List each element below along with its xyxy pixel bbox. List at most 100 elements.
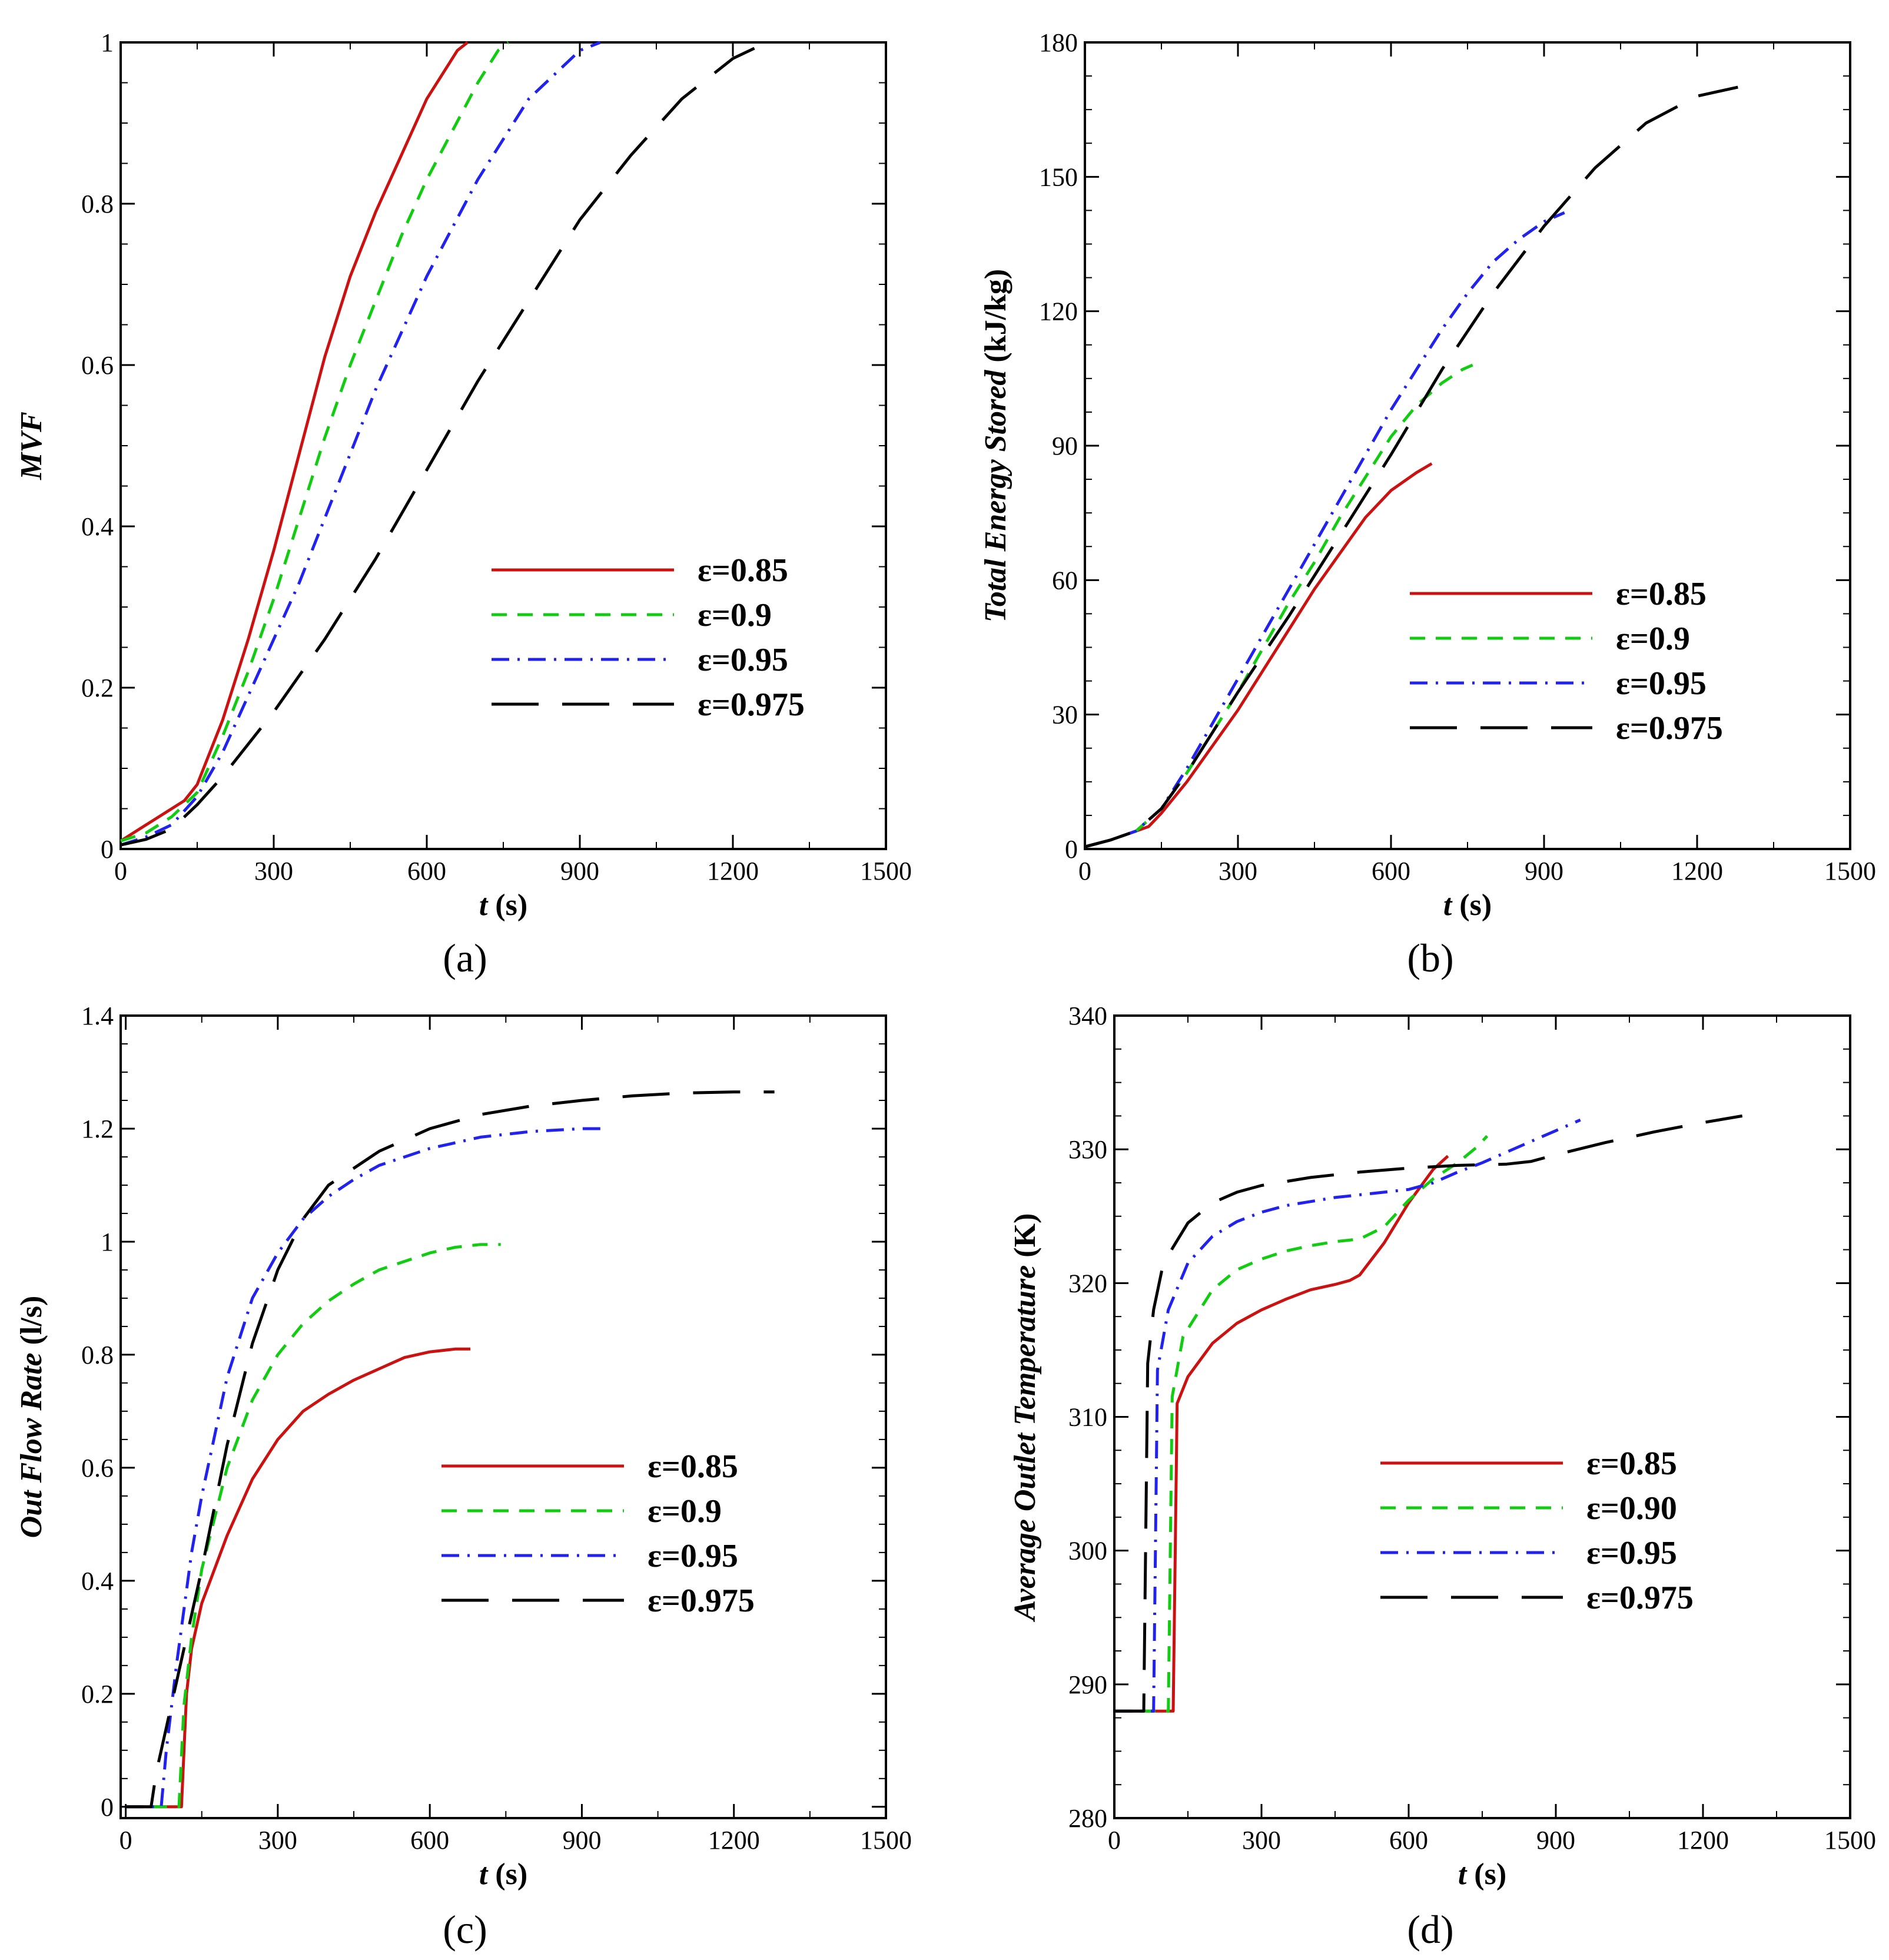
x-axis-title: t (s) [1458,1858,1506,1891]
x-axis-title: t (s) [479,1858,527,1891]
panel-caption: (d) [1407,1907,1453,1952]
series-line-3 [1114,1114,1743,1713]
y-tick-label: 1 [101,1228,114,1256]
legend-label-1: ε=0.90 [1586,1490,1677,1527]
series-line-0 [1084,462,1433,848]
plot-frame [119,41,887,850]
series-line-3 [120,41,774,847]
x-tick-label: 1500 [1824,1826,1876,1855]
x-tick-label: 1200 [708,1826,760,1855]
legend-label-3: ε=0.975 [698,687,805,723]
y-tick-label: 0.8 [81,190,114,218]
series-line-0 [119,41,469,843]
x-axis-title: t (s) [479,888,527,922]
x-tick-label: 0 [114,857,127,886]
y-tick-label: 280 [1068,1804,1107,1833]
x-tick-label: 1200 [1671,857,1723,886]
legend-label-3: ε=0.975 [648,1583,755,1619]
y-tick-label: 150 [1039,162,1078,191]
x-axis-unit: (s) [487,888,527,922]
panel-d: 0 300 600 900 1200 1500 280 290 300 310 320 330 340 t… [1008,1001,1876,1952]
y-axis-label: MVF [15,412,48,480]
series-line-2 [120,41,601,847]
y-tick-label: 90 [1052,432,1078,460]
y-tick-label: 0.6 [81,351,114,380]
legend-label-1: ε=0.9 [648,1493,722,1530]
series-line-1 [125,1243,501,1809]
y-tick-label: 0.6 [81,1454,114,1483]
x-axis-var: t [479,888,489,922]
series-line-0 [1114,1155,1449,1713]
panel-caption: (a) [443,936,487,980]
x-tick-label: 1500 [1824,857,1876,886]
x-axis-var: t [1458,1858,1468,1891]
y-tick-label: 0.2 [81,1680,114,1709]
y-tick-label: 0 [101,1793,114,1822]
legend-label-3: ε=0.975 [1586,1580,1694,1616]
y-axis-label: Out Flow Rate [15,1352,48,1538]
x-axis-unit: (s) [487,1858,527,1891]
y-tick-label: 60 [1052,566,1078,595]
x-tick-label: 300 [1219,857,1257,886]
x-tick-label: 900 [562,1826,601,1855]
panel-caption: (c) [443,1907,487,1952]
y-tick-label: 0 [1065,835,1078,864]
y-tick-label: 0.4 [81,512,114,541]
legend-label-0: ε=0.85 [698,552,788,589]
panel-caption: (b) [1407,936,1453,980]
y-tick-label: 310 [1068,1403,1107,1432]
y-tick-label: 340 [1068,1001,1107,1030]
panel-b: 0 300 600 900 1200 1500 0 30 60 90 120 150 180 t (s) T… [979,28,1876,980]
y-tick-label: 0.4 [81,1567,114,1596]
y-axis-title: MVF [15,412,48,480]
x-tick-label: 600 [410,1826,449,1855]
x-tick-label: 300 [254,857,293,886]
x-tick-label: 900 [560,857,599,886]
plot-frame [1113,1014,1851,1819]
plot-frame [1084,41,1851,850]
y-tick-label: 0.8 [81,1341,114,1369]
x-tick-label: 900 [1536,1826,1575,1855]
y-axis-unit: (kJ/kg) [979,269,1012,370]
legend-label-2: ε=0.95 [1586,1535,1677,1571]
legend-label-3: ε=0.975 [1616,710,1723,747]
y-axis-title: Out Flow Rate (l/s) [15,1296,48,1538]
series-line-2 [125,1127,607,1809]
legend-label-0: ε=0.85 [1586,1445,1677,1482]
x-tick-label: 300 [258,1826,297,1855]
y-tick-label: 1.4 [81,1001,114,1030]
legend-label-0: ε=0.85 [1616,576,1707,612]
y-tick-label: 180 [1039,28,1078,57]
x-tick-label: 600 [1372,857,1410,886]
y-tick-label: 1 [101,28,114,57]
y-axis-label: Total Energy Stored [979,370,1012,623]
series-line-1 [1084,363,1473,848]
x-tick-label: 1200 [707,857,759,886]
legend-label-2: ε=0.95 [648,1538,738,1574]
x-axis-title: t (s) [1443,888,1492,922]
x-tick-label: 1200 [1677,1826,1729,1855]
legend-label-1: ε=0.9 [1616,621,1690,657]
y-axis-unit: (l/s) [15,1296,48,1353]
x-tick-label: 900 [1525,857,1563,886]
y-tick-label: 320 [1068,1269,1107,1298]
y-tick-label: 290 [1068,1670,1107,1699]
x-axis-var: t [479,1858,489,1891]
panel-a: 0 300 600 900 1200 1500 0 0.2 0.4 0.6 0.8 1 t (s) MVF… [15,28,912,980]
plot-frame [119,1014,887,1819]
series-line-1 [120,41,510,843]
legend-label-0: ε=0.85 [648,1448,738,1485]
x-tick-label: 600 [407,857,446,886]
y-axis-title: Total Energy Stored (kJ/kg) [979,269,1012,623]
x-axis-unit: (s) [1452,888,1492,922]
y-axis-unit: (K) [1008,1213,1042,1265]
y-tick-label: 0 [101,835,114,864]
y-tick-label: 1.2 [81,1115,114,1143]
y-tick-label: 120 [1039,297,1078,326]
series-line-3 [125,1090,775,1809]
y-tick-label: 0.2 [81,674,114,702]
x-tick-label: 600 [1389,1826,1428,1855]
legend-label-1: ε=0.9 [698,597,772,634]
panel-c: 0 300 600 900 1200 1500 0 0.2 0.4 0.6 0.8 1 1.2 1.4 t … [15,1001,912,1952]
legend-label-2: ε=0.95 [698,642,788,678]
